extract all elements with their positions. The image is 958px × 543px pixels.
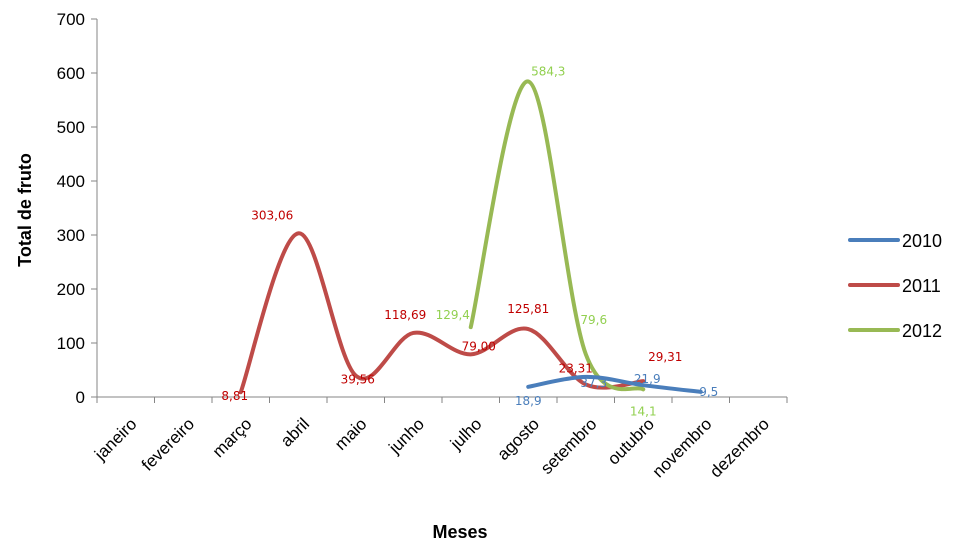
data-label: 29,31 <box>648 350 682 364</box>
x-tick-label: maio <box>331 414 370 453</box>
legend-label: 2010 <box>902 231 942 251</box>
series-line-2011 <box>238 231 646 395</box>
data-label: 129,4 <box>436 308 470 322</box>
y-tick-label: 100 <box>57 334 85 353</box>
data-label: 37,3 <box>580 376 607 390</box>
y-axis-title: Total de fruto <box>15 153 35 267</box>
data-label: 303,06 <box>251 208 293 222</box>
data-label: 8,81 <box>221 389 248 403</box>
legend-label: 2012 <box>902 321 942 341</box>
data-label: 9,5 <box>699 385 718 399</box>
x-tick-label: janeiro <box>90 414 140 464</box>
y-tick-label: 400 <box>57 172 85 191</box>
y-tick-label: 500 <box>57 118 85 137</box>
x-tick-label: outubro <box>604 414 658 468</box>
data-label: 79,00 <box>462 339 496 353</box>
y-tick-label: 300 <box>57 226 85 245</box>
axes <box>91 18 788 403</box>
x-tick-label: novembro <box>649 414 716 481</box>
series-line-2012 <box>468 79 646 392</box>
data-label: 125,81 <box>507 302 549 316</box>
x-tick-label: agosto <box>494 414 544 464</box>
data-label: 18,9 <box>515 394 542 408</box>
data-label: 14,1 <box>630 404 657 418</box>
data-label: 118,69 <box>384 308 426 322</box>
legend-label: 2011 <box>902 276 941 296</box>
data-label: 21,9 <box>634 372 661 386</box>
series-line-2010 <box>526 374 703 394</box>
data-labels: 18,9 37,3 21,9 9,5 8,81 303,06 39,56 118,69 79,0… <box>221 64 718 418</box>
data-label: 23,31 <box>559 361 593 375</box>
x-tick-label: setembro <box>537 414 601 478</box>
y-tick-label: 700 <box>57 10 85 29</box>
y-tick-label: 600 <box>57 64 85 83</box>
x-tick-label: fevereiro <box>138 414 198 474</box>
y-tick-label: 0 <box>76 388 85 407</box>
y-tick-label: 200 <box>57 280 85 299</box>
series-lines <box>238 79 703 395</box>
data-label: 39,56 <box>341 373 375 387</box>
x-axis-title: Meses <box>432 522 487 542</box>
x-tick-label: março <box>209 414 256 461</box>
data-label: 79,6 <box>580 313 607 327</box>
x-tick-label: dezembro <box>706 414 773 481</box>
data-label: 584,3 <box>531 64 565 78</box>
x-tick-label: junho <box>385 414 429 458</box>
legend: 2010 2011 2012 <box>848 231 942 341</box>
x-tick-label: abril <box>277 414 313 450</box>
x-tick-label: julho <box>446 414 486 454</box>
y-tick-labels: 0 100 200 300 400 500 600 700 <box>57 10 85 407</box>
